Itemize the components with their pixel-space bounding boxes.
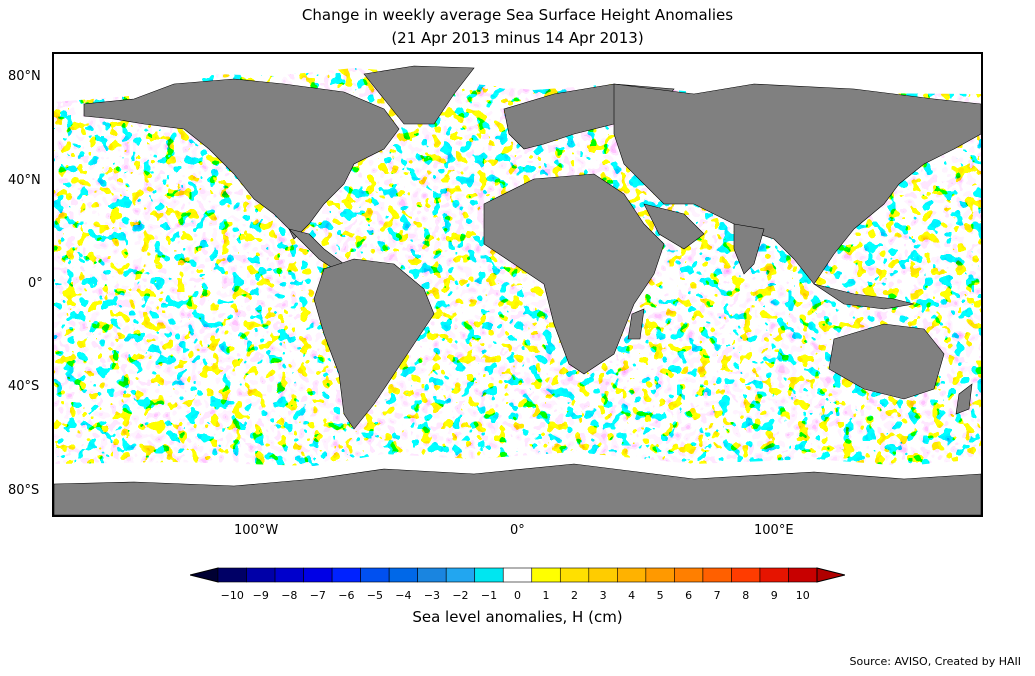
land-south-america <box>313 258 435 430</box>
colorbar-tick-label: −10 <box>220 589 244 602</box>
colorbar-tick-label: 10 <box>795 589 810 602</box>
colorbar-swatch <box>788 567 818 583</box>
colorbar-swatch <box>417 567 447 583</box>
colorbar-swatch <box>645 567 675 583</box>
lat-label-40s: 40°S <box>8 379 40 394</box>
colorbar-swatch <box>531 567 561 583</box>
land-australia <box>828 323 945 400</box>
land-asia <box>613 83 981 285</box>
colorbar-tick-label: 2 <box>571 589 579 602</box>
colorbar-label: Sea level anomalies, H (cm) <box>412 608 623 626</box>
colorbar-tick-label: 4 <box>628 589 636 602</box>
land-indonesia <box>813 283 915 310</box>
colorbar-swatch <box>303 567 333 583</box>
colorbar-tick-label: 7 <box>713 589 721 602</box>
colorbar-tick-label: 0 <box>514 589 521 602</box>
lon-label-100e: 100°E <box>754 523 794 538</box>
colorbar <box>190 567 845 583</box>
colorbar-tick-label: −2 <box>452 589 469 602</box>
land-africa <box>483 173 665 375</box>
colorbar-tick-label: 5 <box>656 589 664 602</box>
colorbar-swatch <box>246 567 276 583</box>
colorbar-swatch <box>474 567 504 583</box>
colorbar-tick-label: 8 <box>742 589 750 602</box>
lat-label-equator: 0° <box>28 276 43 291</box>
lon-label-0: 0° <box>510 523 525 538</box>
colorbar-swatch <box>217 567 247 583</box>
map-canvas <box>54 54 981 515</box>
colorbar-swatch <box>588 567 618 583</box>
land-arabia <box>643 203 705 250</box>
colorbar-tick-label: −7 <box>309 589 326 602</box>
colorbar-tick-label: −5 <box>366 589 383 602</box>
colorbar-swatch <box>388 567 418 583</box>
land-greenland <box>363 65 475 125</box>
lat-label-80s: 80°S <box>8 483 40 498</box>
colorbar-swatch <box>674 567 704 583</box>
colorbar-arrow-high <box>816 567 845 583</box>
colorbar-swatch <box>759 567 789 583</box>
colorbar-swatch <box>617 567 647 583</box>
colorbar-tick-label: −9 <box>252 589 269 602</box>
colorbar-swatch <box>445 567 476 583</box>
colorbar-tick-label: −1 <box>480 589 498 602</box>
colorbar-tick-label: −6 <box>338 589 355 602</box>
colorbar-swatch <box>731 567 761 583</box>
lat-label-40n: 40°N <box>8 173 41 188</box>
land-india <box>733 223 765 275</box>
land-madagascar <box>627 308 645 340</box>
chart-title-line2: (21 Apr 2013 minus 14 Apr 2013) <box>391 29 644 47</box>
colorbar-tick-label: 1 <box>542 589 550 602</box>
colorbar-swatch <box>331 567 361 583</box>
colorbar-tick-label: −4 <box>395 589 412 602</box>
colorbar-swatch <box>360 567 390 583</box>
land-new-zealand <box>955 383 973 415</box>
lat-label-80n: 80°N <box>8 69 41 84</box>
colorbar-tick-label: 9 <box>770 589 778 602</box>
colorbar-arrow-low <box>190 567 219 583</box>
chart-title-line1: Change in weekly average Sea Surface Hei… <box>301 6 734 24</box>
colorbar-tick-label: −3 <box>423 589 441 602</box>
lon-label-100w: 100°W <box>234 523 279 538</box>
colorbar-tick-label: −8 <box>281 589 298 602</box>
colorbar-swatch <box>274 567 304 583</box>
source-credit: Source: AVISO, Created by HAII <box>849 655 1021 668</box>
colorbar-swatch <box>559 567 590 583</box>
colorbar-tick-label: 6 <box>685 589 693 602</box>
land-antarctica <box>54 463 981 515</box>
sea-level-map <box>52 52 983 517</box>
colorbar-swatch <box>502 567 533 583</box>
colorbar-swatch <box>702 567 732 583</box>
land-north-america <box>83 78 400 240</box>
colorbar-tick-label: 3 <box>599 589 607 602</box>
